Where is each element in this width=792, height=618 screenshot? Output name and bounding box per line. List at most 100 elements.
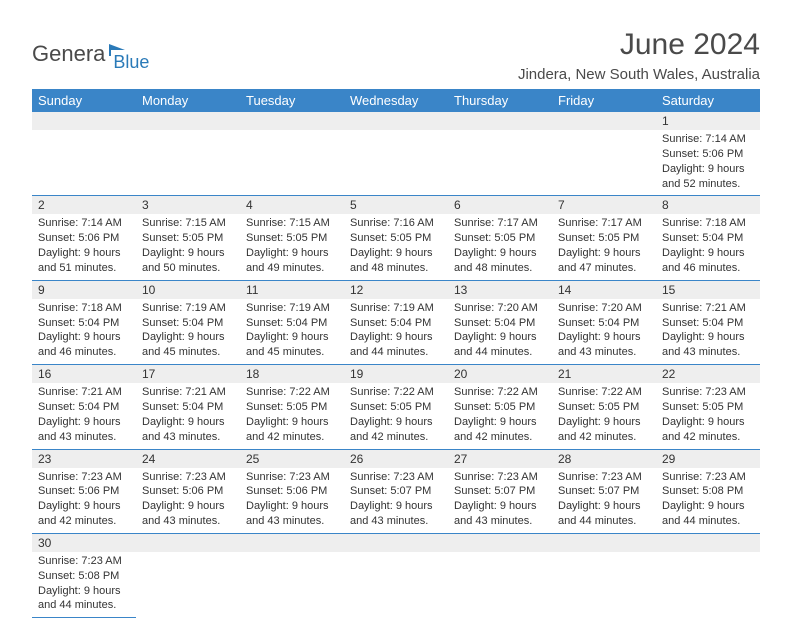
day-number: 29 xyxy=(656,449,760,468)
day-cell: Sunrise: 7:14 AMSunset: 5:06 PMDaylight:… xyxy=(32,214,136,280)
sunset-text: Sunset: 5:05 PM xyxy=(246,400,338,415)
day-cell: Sunrise: 7:23 AMSunset: 5:08 PMDaylight:… xyxy=(656,468,760,534)
sunset-text: Sunset: 5:04 PM xyxy=(350,316,442,331)
day-cell: Sunrise: 7:14 AMSunset: 5:06 PMDaylight:… xyxy=(656,130,760,196)
day-number xyxy=(448,533,552,552)
daylight-text: Daylight: 9 hours and 44 minutes. xyxy=(350,330,442,360)
day-cell xyxy=(552,552,656,618)
sunrise-text: Sunrise: 7:22 AM xyxy=(350,385,442,400)
sunrise-text: Sunrise: 7:23 AM xyxy=(246,470,338,485)
day-data-row: Sunrise: 7:14 AMSunset: 5:06 PMDaylight:… xyxy=(32,130,760,196)
daylight-text: Daylight: 9 hours and 42 minutes. xyxy=(246,415,338,445)
day-number: 30 xyxy=(32,533,136,552)
day-cell: Sunrise: 7:23 AMSunset: 5:07 PMDaylight:… xyxy=(552,468,656,534)
weekday-header: Monday xyxy=(136,89,240,112)
day-cell: Sunrise: 7:22 AMSunset: 5:05 PMDaylight:… xyxy=(344,383,448,449)
weekday-header: Thursday xyxy=(448,89,552,112)
day-number: 5 xyxy=(344,196,448,215)
sunrise-text: Sunrise: 7:16 AM xyxy=(350,216,442,231)
day-number: 17 xyxy=(136,365,240,384)
sunrise-text: Sunrise: 7:23 AM xyxy=(350,470,442,485)
sunset-text: Sunset: 5:05 PM xyxy=(454,400,546,415)
day-number xyxy=(136,533,240,552)
sunrise-text: Sunrise: 7:21 AM xyxy=(142,385,234,400)
day-number-row: 23242526272829 xyxy=(32,449,760,468)
day-number: 14 xyxy=(552,280,656,299)
sunset-text: Sunset: 5:05 PM xyxy=(350,231,442,246)
day-number: 4 xyxy=(240,196,344,215)
daylight-text: Daylight: 9 hours and 44 minutes. xyxy=(454,330,546,360)
weekday-header: Wednesday xyxy=(344,89,448,112)
day-number: 16 xyxy=(32,365,136,384)
day-number xyxy=(344,112,448,130)
daylight-text: Daylight: 9 hours and 43 minutes. xyxy=(142,499,234,529)
sunset-text: Sunset: 5:05 PM xyxy=(454,231,546,246)
day-cell xyxy=(240,130,344,196)
day-cell: Sunrise: 7:22 AMSunset: 5:05 PMDaylight:… xyxy=(448,383,552,449)
day-number: 12 xyxy=(344,280,448,299)
sunrise-text: Sunrise: 7:19 AM xyxy=(246,301,338,316)
daylight-text: Daylight: 9 hours and 42 minutes. xyxy=(558,415,650,445)
daylight-text: Daylight: 9 hours and 45 minutes. xyxy=(246,330,338,360)
sunrise-text: Sunrise: 7:23 AM xyxy=(454,470,546,485)
sunset-text: Sunset: 5:04 PM xyxy=(662,231,754,246)
day-cell: Sunrise: 7:15 AMSunset: 5:05 PMDaylight:… xyxy=(240,214,344,280)
day-number: 22 xyxy=(656,365,760,384)
day-cell: Sunrise: 7:18 AMSunset: 5:04 PMDaylight:… xyxy=(32,299,136,365)
daylight-text: Daylight: 9 hours and 48 minutes. xyxy=(350,246,442,276)
sunset-text: Sunset: 5:04 PM xyxy=(142,400,234,415)
page-subtitle: Jindera, New South Wales, Australia xyxy=(518,66,760,83)
day-number: 13 xyxy=(448,280,552,299)
day-data-row: Sunrise: 7:21 AMSunset: 5:04 PM Daylight:… xyxy=(32,383,760,449)
day-cell: Sunrise: 7:21 AMSunset: 5:04 PMDaylight:… xyxy=(656,299,760,365)
sunrise-text: Sunrise: 7:15 AM xyxy=(246,216,338,231)
day-number: 20 xyxy=(448,365,552,384)
day-cell xyxy=(32,130,136,196)
day-number xyxy=(448,112,552,130)
day-number: 8 xyxy=(656,196,760,215)
day-cell: Sunrise: 7:23 AMSunset: 5:07 PMDaylight:… xyxy=(448,468,552,534)
day-cell: Sunrise: 7:23 AMSunset: 5:08 PMDaylight:… xyxy=(32,552,136,618)
day-data-row: Sunrise: 7:18 AMSunset: 5:04 PMDaylight:… xyxy=(32,299,760,365)
day-number: 23 xyxy=(32,449,136,468)
day-cell xyxy=(240,552,344,618)
logo-text-main: Genera xyxy=(32,41,105,67)
daylight-text: Daylight: 9 hours and 42 minutes. xyxy=(350,415,442,445)
sunset-text: Sunset: 5:06 PM xyxy=(38,231,130,246)
day-number xyxy=(552,533,656,552)
sunrise-text: Sunrise: 7:22 AM xyxy=(558,385,650,400)
sunrise-text: Sunrise: 7:18 AM xyxy=(662,216,754,231)
day-number xyxy=(32,112,136,130)
day-number: 2 xyxy=(32,196,136,215)
day-number: 7 xyxy=(552,196,656,215)
sunset-text: Sunset: 5:06 PM xyxy=(38,484,130,499)
sunset-text: Sunset: 5:05 PM xyxy=(246,231,338,246)
sunset-text: Sunset: 5:07 PM xyxy=(558,484,650,499)
sunset-text: Sunset: 5:08 PM xyxy=(662,484,754,499)
sunset-text: Sunset: 5:05 PM xyxy=(142,231,234,246)
daylight-text: Daylight: 9 hours and 43 minutes. xyxy=(246,499,338,529)
sunset-text: Sunset: 5:04 PM xyxy=(454,316,546,331)
day-number: 10 xyxy=(136,280,240,299)
day-cell: Sunrise: 7:20 AMSunset: 5:04 PMDaylight:… xyxy=(552,299,656,365)
page-title: June 2024 xyxy=(518,28,760,62)
sunrise-text: Sunrise: 7:23 AM xyxy=(142,470,234,485)
day-data-row: Sunrise: 7:23 AM Sunset: 5:06 PM Daylight:… xyxy=(32,468,760,534)
day-number: 28 xyxy=(552,449,656,468)
day-cell: Sunrise: 7:18 AMSunset: 5:04 PMDaylight:… xyxy=(656,214,760,280)
daylight-text: Daylight: 9 hours and 43 minutes. xyxy=(454,499,546,529)
daylight-text: Daylight: 9 hours and 48 minutes. xyxy=(454,246,546,276)
sunset-text: Sunset: 5:07 PM xyxy=(454,484,546,499)
sunrise-text: Sunrise: 7:22 AM xyxy=(454,385,546,400)
day-cell: Sunrise: 7:22 AMSunset: 5:05 PMDaylight:… xyxy=(240,383,344,449)
day-number-row: 16171819202122 xyxy=(32,365,760,384)
day-data-row: Sunrise: 7:14 AMSunset: 5:06 PMDaylight:… xyxy=(32,214,760,280)
day-cell: Sunrise: 7:23 AMSunset: 5:07 PMDaylight:… xyxy=(344,468,448,534)
day-number-row: 2345678 xyxy=(32,196,760,215)
day-cell xyxy=(552,130,656,196)
day-number: 1 xyxy=(656,112,760,130)
daylight-text: Daylight: 9 hours and 47 minutes. xyxy=(558,246,650,276)
day-cell: Sunrise: 7:21 AMSunset: 5:04 PMDaylight:… xyxy=(136,383,240,449)
sunset-text: Sunset: 5:05 PM xyxy=(558,231,650,246)
sunset-text: Sunset: 5:08 PM xyxy=(38,569,130,584)
